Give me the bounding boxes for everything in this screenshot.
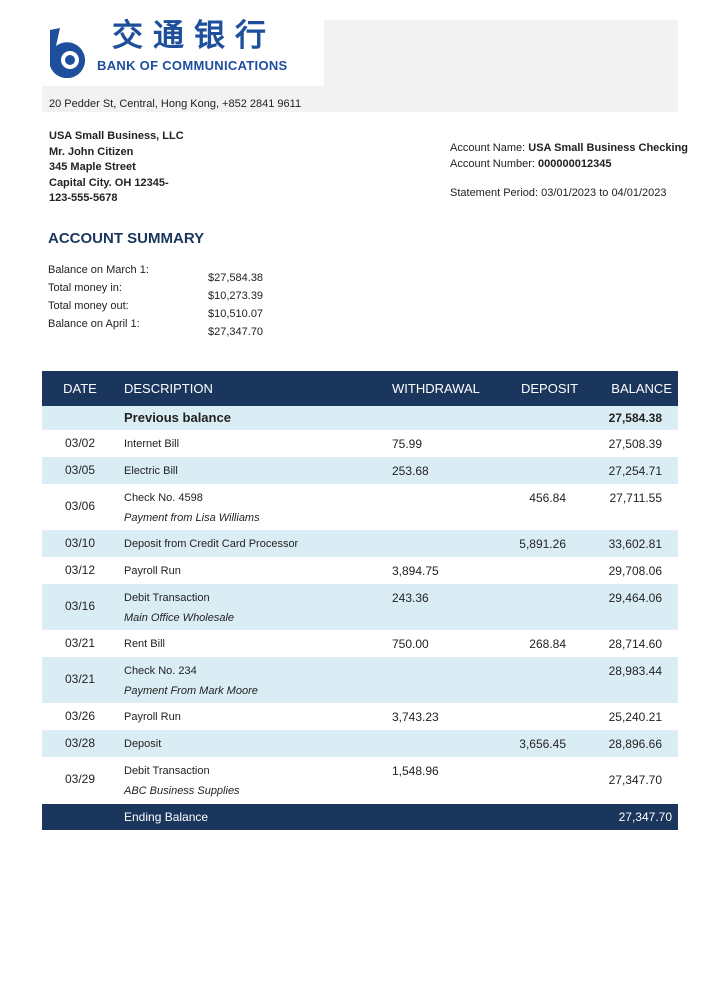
customer-block: USA Small Business, LLC Mr. John Citizen…	[49, 129, 184, 207]
table-header: DATE DESCRIPTION WITHDRAWAL DEPOSIT BALA…	[42, 371, 678, 406]
row-withdrawal: 75.99	[392, 437, 423, 451]
row-date: 03/06	[64, 499, 96, 513]
previous-balance-row: Previous balance 27,584.38	[42, 406, 678, 430]
table-row: 03/06 Check No. 4598 Payment from Lisa Wil…	[42, 484, 678, 530]
row-withdrawal: 3,894.75	[392, 564, 439, 578]
summary-label: Total money in:	[48, 282, 122, 294]
table-row: 03/05 Electric Bill 253.68 27,254.71	[42, 457, 678, 484]
row-sub-description: Main Office Wholesale	[124, 612, 235, 624]
ending-balance-value: 27,347.70	[618, 810, 672, 824]
row-date: 03/10	[64, 536, 96, 550]
summary-value: $27,584.38	[208, 272, 264, 284]
customer-line: 123-555-5678	[49, 192, 118, 204]
ending-balance-label: Ending Balance	[124, 810, 209, 824]
account-number: 000000012345	[538, 157, 612, 170]
table-row: 03/21 Check No. 234 Payment From Mark Moor…	[42, 657, 678, 703]
statement-period: Statement Period: 03/01/2023 to 04/01/20…	[450, 187, 667, 199]
table-row: 03/29 Debit Transaction ABC Business Suppl…	[42, 757, 678, 803]
row-date: 03/21	[64, 672, 96, 686]
row-date: 03/05	[64, 463, 96, 477]
summary-value: $27,347.70	[208, 326, 264, 338]
ending-balance-row: Ending Balance 27,347.70	[42, 804, 678, 830]
column-header-withdrawal: WITHDRAWAL	[392, 381, 480, 396]
row-date: 03/29	[64, 772, 96, 786]
summary-label: Total money out:	[48, 300, 129, 312]
row-deposit: 456.84	[529, 491, 566, 505]
table-row: 03/12 Payroll Run 3,894.75 29,708.06	[42, 557, 678, 584]
row-withdrawal: 750.00	[392, 637, 429, 651]
row-sub-description: Payment From Mark Moore	[124, 685, 258, 697]
table-row: 03/26 Payroll Run 3,743.23 25,240.21	[42, 703, 678, 730]
column-header-balance: BALANCE	[611, 381, 672, 396]
account-name-label: Account Name:	[450, 142, 529, 154]
bank-name-english: BANK OF COMMUNICATIONS	[97, 58, 288, 73]
row-withdrawal: 253.68	[392, 464, 429, 478]
row-withdrawal: 243.36	[392, 591, 429, 605]
customer-line: USA Small Business, LLC	[49, 130, 184, 142]
table-row: 03/10 Deposit from Credit Card Processor 5…	[42, 530, 678, 557]
customer-line: Mr. John Citizen	[49, 145, 134, 158]
table-row: 03/16 Debit Transaction Main Office Wholes…	[42, 584, 678, 630]
column-header-description: DESCRIPTION	[124, 381, 213, 396]
column-header-date: DATE	[63, 381, 97, 396]
row-description: Deposit from Credit Card Processor	[124, 538, 299, 550]
row-date: 03/12	[64, 563, 96, 577]
bank-logo-icon	[50, 28, 85, 78]
row-balance: 27,508.39	[608, 437, 662, 451]
previous-balance-value: 27,584.38	[608, 411, 662, 425]
row-withdrawal: 3,743.23	[392, 710, 439, 724]
summary-value: $10,510.07	[208, 308, 264, 320]
row-balance: 28,714.60	[608, 637, 662, 651]
previous-balance-label: Previous balance	[124, 410, 231, 425]
table-row: 03/02 Internet Bill 75.99 27,508.39	[42, 430, 678, 457]
row-balance: 27,347.70	[608, 773, 662, 787]
bank-logo	[42, 20, 324, 86]
row-sub-description: ABC Business Supplies	[124, 785, 240, 797]
row-date: 03/28	[64, 736, 96, 750]
summary-value: $10,273.39	[208, 290, 264, 302]
row-deposit: 3,656.45	[519, 737, 566, 751]
row-date: 03/26	[64, 709, 96, 723]
row-balance: 33,602.81	[608, 537, 662, 551]
row-description: Payroll Run	[124, 565, 181, 577]
row-balance: 25,240.21	[608, 710, 662, 724]
row-balance: 27,254.71	[608, 464, 662, 478]
column-header-deposit: DEPOSIT	[521, 381, 579, 396]
row-description: Check No. 234	[124, 665, 197, 677]
bank-address: 20 Pedder St, Central, Hong Kong, +852 2…	[49, 98, 302, 110]
row-date: 03/02	[64, 436, 96, 450]
row-description: Electric Bill	[124, 465, 178, 477]
row-balance: 29,464.06	[608, 591, 662, 605]
row-description: Check No. 4598	[124, 492, 203, 504]
row-date: 03/16	[64, 599, 96, 613]
row-sub-description: Payment from Lisa Williams	[124, 512, 260, 524]
table-row: 03/21 Rent Bill 750.00 268.84 28,714.60	[42, 630, 678, 657]
row-balance: 28,896.66	[608, 737, 662, 751]
row-description: Deposit	[124, 738, 162, 750]
row-deposit: 5,891.26	[519, 537, 566, 551]
row-description: Payroll Run	[124, 711, 181, 723]
row-description: Debit Transaction	[124, 592, 210, 604]
row-balance: 28,983.44	[608, 664, 662, 678]
summary-title: ACCOUNT SUMMARY	[48, 230, 205, 247]
bank-name-chinese: 交通银行	[112, 18, 276, 54]
row-description: Rent Bill	[124, 638, 165, 650]
account-number-label: Account Number:	[450, 157, 539, 170]
row-description: Debit Transaction	[124, 765, 210, 777]
customer-line: 345 Maple Street	[49, 161, 136, 173]
row-withdrawal: 1,548.96	[392, 764, 439, 778]
summary-label: Balance on March 1:	[48, 264, 149, 276]
customer-line: Capital City. OH 12345-	[49, 176, 169, 189]
account-info: Account Name: USA Small Business Checkin…	[450, 141, 688, 172]
summary-label: Balance on April 1:	[48, 318, 140, 330]
row-balance: 27,711.55	[609, 491, 663, 505]
row-balance: 29,708.06	[608, 564, 662, 578]
table-row: 03/28 Deposit 3,656.45 28,896.66	[42, 730, 678, 757]
row-deposit: 268.84	[529, 637, 566, 651]
account-name: USA Small Business Checking	[528, 142, 689, 154]
row-description: Internet Bill	[124, 438, 180, 450]
transactions-table: DATE DESCRIPTION WITHDRAWAL DEPOSIT BALA…	[42, 371, 678, 830]
row-date: 03/21	[64, 636, 96, 650]
